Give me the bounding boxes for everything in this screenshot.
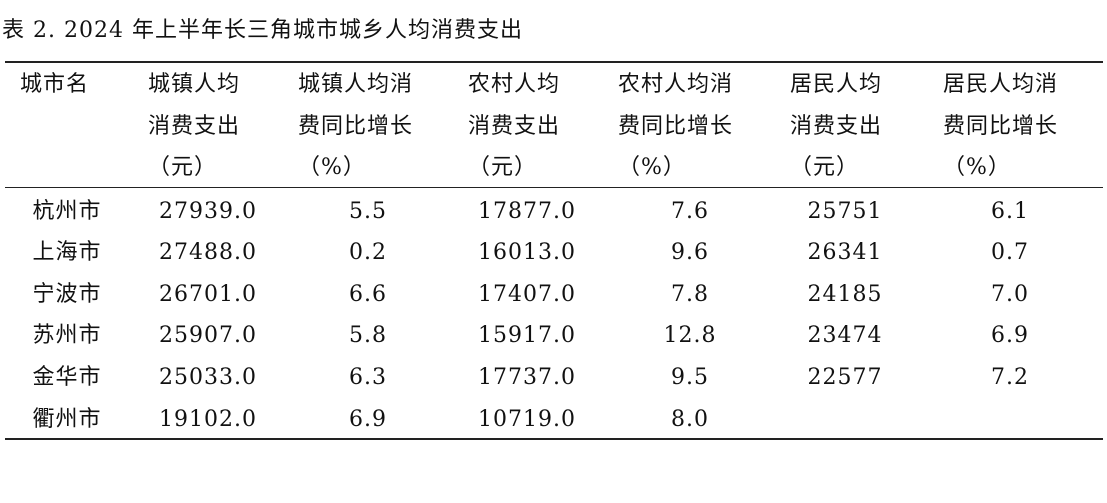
value-cell: 27939.0: [159, 199, 257, 224]
value-cell: 25907.0: [159, 323, 257, 348]
value-cell: 17877.0: [478, 199, 576, 224]
value-cell: 25751: [807, 199, 883, 224]
value-cell: 0.7: [991, 240, 1029, 265]
value-cell: 6.9: [349, 407, 387, 432]
table-title: 表 2. 2024 年上半年长三角城市城乡人均消费支出: [2, 18, 523, 43]
header-cell: （元）: [148, 155, 218, 180]
header-cell: 费同比增长: [618, 114, 734, 139]
value-cell: 6.6: [349, 282, 387, 307]
header-cell: 费同比增长: [298, 114, 414, 139]
value-cell: 22577: [807, 365, 883, 390]
value-cell: 17407.0: [478, 282, 576, 307]
value-cell: 5.8: [349, 323, 387, 348]
city-cell: 苏州市: [32, 323, 102, 348]
value-cell: 6.3: [349, 365, 387, 390]
value-cell: 24185: [807, 282, 883, 307]
header-cell: 消费支出: [790, 114, 883, 139]
header-cell: （%）: [618, 155, 686, 180]
value-cell: 0.2: [349, 240, 387, 265]
value-cell: 27488.0: [159, 240, 257, 265]
header-cell: 城镇人均消: [298, 72, 414, 97]
bottom-rule: [5, 438, 1103, 440]
value-cell: 19102.0: [159, 407, 257, 432]
header-cell: （%）: [298, 155, 366, 180]
header-cell: 消费支出: [148, 114, 241, 139]
city-cell: 杭州市: [32, 199, 102, 224]
header-cell: 城市名: [20, 72, 90, 97]
value-cell: 16013.0: [478, 240, 576, 265]
value-cell: 7.6: [671, 199, 709, 224]
header-cell: （元）: [790, 155, 860, 180]
value-cell: 7.0: [991, 282, 1029, 307]
header-cell: 居民人均消: [943, 72, 1059, 97]
header-cell: （元）: [468, 155, 538, 180]
header-cell: 消费支出: [468, 114, 561, 139]
value-cell: 9.6: [671, 240, 709, 265]
header-cell: 农村人均: [468, 72, 561, 97]
city-cell: 上海市: [32, 240, 102, 265]
header-cell: （%）: [943, 155, 1011, 180]
value-cell: 23474: [807, 323, 883, 348]
value-cell: 15917.0: [478, 323, 576, 348]
header-cell: 居民人均: [790, 72, 883, 97]
value-cell: 26701.0: [159, 282, 257, 307]
value-cell: 12.8: [663, 323, 717, 348]
city-cell: 宁波市: [32, 282, 102, 307]
header-rule: [5, 187, 1103, 188]
value-cell: 25033.0: [159, 365, 257, 390]
header-cell: 农村人均消: [618, 72, 734, 97]
value-cell: 17737.0: [478, 365, 576, 390]
value-cell: 7.8: [671, 282, 709, 307]
city-cell: 金华市: [32, 365, 102, 390]
value-cell: 6.9: [991, 323, 1029, 348]
value-cell: 8.0: [671, 407, 709, 432]
top-rule: [5, 61, 1103, 63]
city-cell: 衢州市: [32, 407, 102, 432]
value-cell: 10719.0: [478, 407, 576, 432]
value-cell: 5.5: [349, 199, 387, 224]
header-cell: 城镇人均: [148, 72, 241, 97]
value-cell: 6.1: [991, 199, 1029, 224]
value-cell: 7.2: [991, 365, 1029, 390]
header-cell: 费同比增长: [943, 114, 1059, 139]
value-cell: 26341: [807, 240, 883, 265]
value-cell: 9.5: [671, 365, 709, 390]
